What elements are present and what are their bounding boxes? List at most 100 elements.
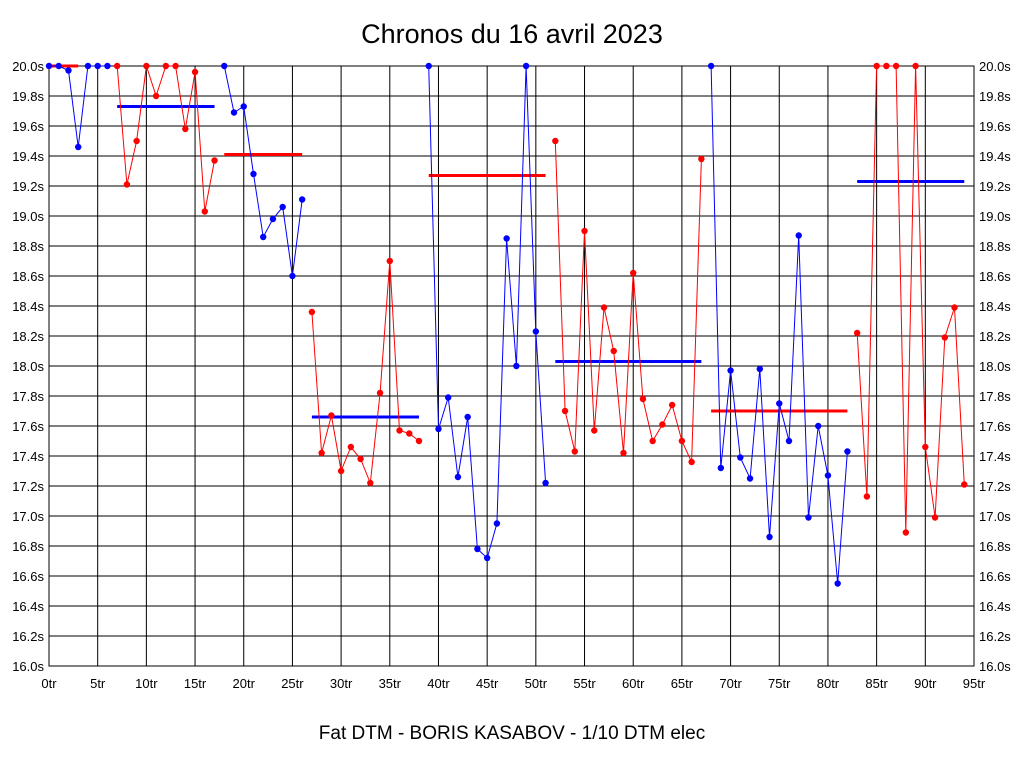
data-point [542,479,549,487]
data-point [269,215,277,223]
y-tick-label-left: 16.8s [12,539,44,554]
x-tick-label: 60tr [622,676,645,691]
data-point [922,443,929,451]
data-point [279,203,286,211]
data-point [240,103,247,110]
data-point [143,62,150,70]
data-point [493,520,501,527]
data-point [688,458,695,466]
data-point [133,137,140,145]
data-point [561,407,569,415]
data-point [668,401,676,409]
data-point [912,62,919,70]
y-tick-label-left: 20.0s [12,59,44,74]
data-point [425,62,432,70]
y-tick-label-left: 18.4s [12,299,44,314]
data-point [308,308,316,316]
data-point [45,62,53,70]
y-tick-label-right: 20.0s [979,59,1011,74]
data-point [883,62,890,70]
data-point [201,208,208,215]
y-tick-label-left: 19.6s [12,119,44,134]
x-tick-label: 5tr [90,676,106,691]
data-point [65,67,72,74]
data-point [600,304,608,311]
data-point [522,62,530,70]
data-point [367,479,374,487]
x-tick-label: 70tr [719,676,742,691]
grid [48,65,975,667]
y-tick-label-right: 19.6s [979,119,1011,134]
series-line [311,260,420,484]
y-tick-label-right: 19.4s [979,149,1011,164]
series-line [554,140,702,463]
x-tick-label: 30tr [330,676,353,691]
data-point [931,514,939,521]
y-tick-label-right: 16.8s [979,539,1011,554]
y-tick-label-left: 18.8s [12,239,44,254]
data-point [435,425,442,433]
data-points [45,62,968,587]
x-tick-label: 45tr [476,676,499,691]
data-point [357,455,364,463]
data-point [698,155,705,163]
y-tick-label-left: 18.6s [12,269,44,284]
data-point [630,269,637,277]
data-point [337,467,345,475]
data-point [221,62,228,70]
data-point [211,157,218,164]
data-point [94,62,101,70]
x-tick-label: 20tr [233,676,256,691]
data-point [298,196,306,203]
y-tick-label-left: 17.0s [12,509,44,524]
data-point [805,514,812,521]
data-point [853,329,861,337]
x-tick-label: 80tr [817,676,840,691]
y-tick-label-left: 17.6s [12,419,44,434]
series-line [116,65,215,212]
data-point [347,443,355,451]
data-point [756,365,763,373]
data-point [406,430,413,437]
data-point [328,412,335,419]
y-tick-label-left: 19.8s [12,89,44,104]
y-tick-label-left: 19.0s [12,209,44,224]
y-tick-label-left: 17.2s [12,479,44,494]
y-tick-label-right: 18.2s [979,329,1011,344]
data-point [415,437,423,445]
y-tick-label-left: 18.2s [12,329,44,344]
y-tick-label-right: 17.0s [979,509,1011,524]
y-tick-label-right: 19.8s [979,89,1011,104]
data-point [649,437,656,445]
data-point [678,437,686,445]
data-point [863,493,871,500]
data-point [513,362,520,370]
data-point [454,473,462,481]
data-point [123,181,131,188]
y-tick-label-right: 17.2s [979,479,1011,494]
data-point [503,235,510,242]
chart-footer: Fat DTM - BORIS KASABOV - 1/10 DTM elec [319,723,705,744]
data-point [182,125,189,133]
data-point [152,92,160,100]
y-tick-label-left: 18.0s [12,359,44,374]
data-point [766,533,773,541]
data-point [464,413,471,421]
data-point [376,389,384,397]
data-point [230,109,238,116]
data-point [951,304,958,311]
data-point [961,481,968,488]
data-point [844,448,851,455]
data-point [746,475,754,482]
data-point [386,257,393,265]
data-point [610,347,617,355]
data-point [707,62,715,70]
data-point [445,394,452,401]
data-point [75,143,82,151]
data-point [396,427,403,434]
y-tick-label-left: 16.0s [12,659,44,674]
y-tick-label-right: 17.8s [979,389,1011,404]
data-point [785,437,793,445]
data-point [474,545,481,553]
x-tick-labels: 0tr 5tr 10tr 15tr 20tr 25tr 30tr 35tr 40tr 45tr 50… [41,676,985,691]
